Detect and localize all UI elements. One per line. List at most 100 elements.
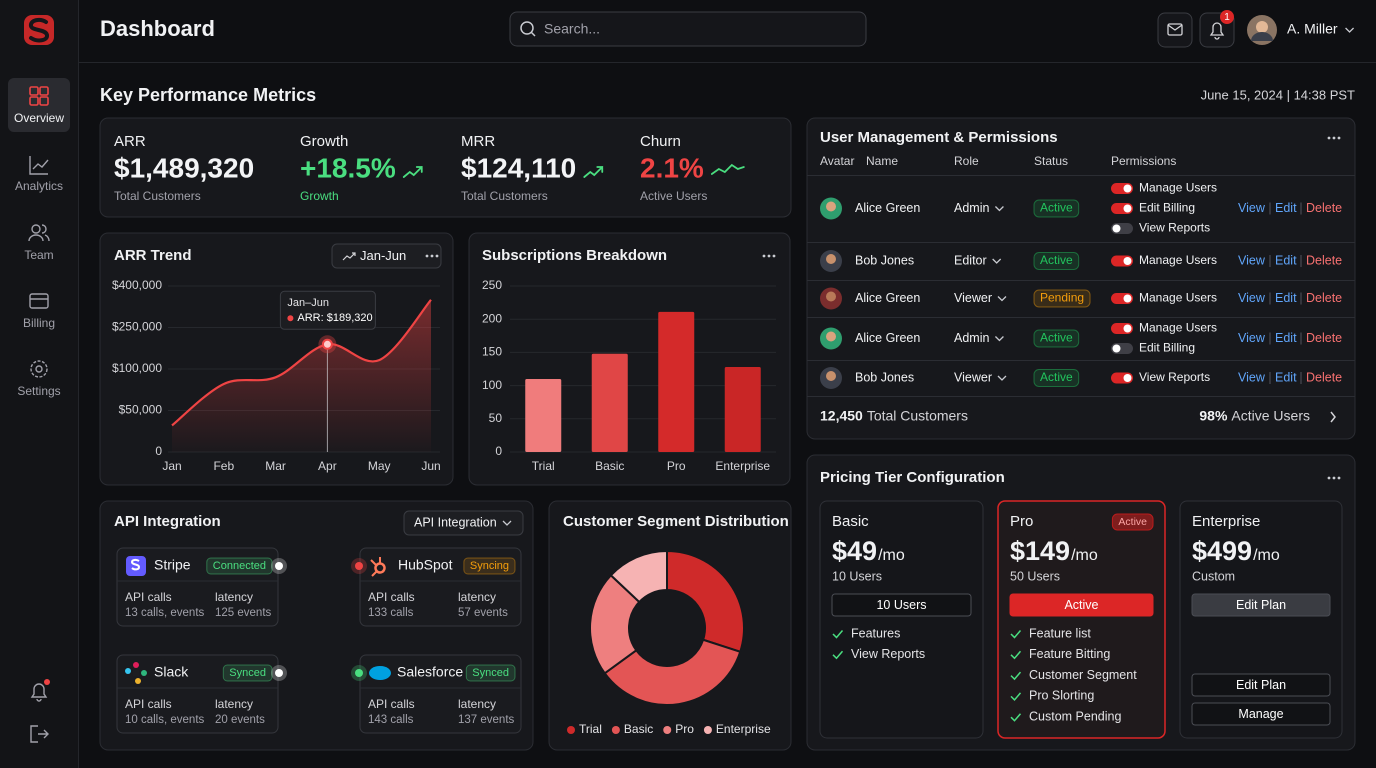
chevron bbox=[997, 375, 1007, 381]
donut-segment bbox=[666, 549, 745, 654]
calls-label: API calls bbox=[125, 697, 172, 711]
menu-dot[interactable] bbox=[1327, 136, 1331, 140]
user-name[interactable]: A. Miller bbox=[1287, 21, 1338, 37]
search-placeholder: Search... bbox=[544, 21, 600, 37]
sidebar-bell[interactable] bbox=[30, 683, 48, 702]
menu-dot[interactable] bbox=[762, 254, 766, 258]
tier-button[interactable] bbox=[1191, 702, 1331, 726]
row-action[interactable]: View bbox=[1238, 331, 1266, 345]
user-role[interactable]: Admin bbox=[954, 331, 989, 345]
tier-button[interactable] bbox=[1191, 673, 1331, 697]
tooltip-dot bbox=[287, 315, 294, 322]
y-tick-label: 100 bbox=[482, 378, 502, 392]
menu-dot[interactable] bbox=[1337, 476, 1341, 480]
range-button[interactable] bbox=[331, 243, 442, 269]
tier-button[interactable] bbox=[1009, 593, 1154, 617]
row-action[interactable]: View bbox=[1238, 201, 1266, 215]
user-role[interactable]: Viewer bbox=[954, 370, 992, 384]
integration-node[interactable] bbox=[359, 654, 522, 734]
integration-logo bbox=[133, 670, 139, 676]
nav-label[interactable]: Overview bbox=[14, 111, 64, 125]
tier-unit: /mo bbox=[1071, 547, 1098, 564]
row-action[interactable]: Edit bbox=[1275, 291, 1297, 305]
status-pill bbox=[1033, 329, 1080, 348]
metric-sub: Total Customers bbox=[461, 189, 548, 203]
users-card bbox=[806, 117, 1356, 440]
row-action[interactable]: View bbox=[1238, 291, 1266, 305]
row-action[interactable]: Delete bbox=[1306, 291, 1342, 305]
user-role[interactable]: Viewer bbox=[954, 291, 992, 305]
user-role[interactable]: Admin bbox=[954, 201, 989, 215]
search-box[interactable] bbox=[509, 11, 867, 47]
menu-dot[interactable] bbox=[1332, 476, 1336, 480]
nav-label[interactable]: Billing bbox=[23, 316, 55, 330]
user-name: Bob Jones bbox=[855, 253, 914, 267]
row-action[interactable]: Delete bbox=[1306, 370, 1342, 384]
menu-dot[interactable] bbox=[1337, 136, 1341, 140]
api-selector[interactable] bbox=[403, 510, 524, 536]
card-title: API Integration bbox=[114, 513, 221, 530]
metric-value: $124,110 bbox=[461, 152, 576, 183]
segment-card bbox=[548, 500, 792, 751]
search-icon bbox=[530, 31, 536, 37]
integration-node[interactable] bbox=[116, 654, 279, 734]
x-tick-label: Enterprise bbox=[715, 459, 770, 473]
user-name: Alice Green bbox=[855, 331, 920, 345]
tier-button-label: Manage bbox=[1238, 707, 1283, 721]
menu-dot[interactable] bbox=[1327, 476, 1331, 480]
permission-label: Manage Users bbox=[1139, 181, 1217, 195]
menu-dot[interactable] bbox=[767, 254, 771, 258]
card-title: Pricing Tier Configuration bbox=[820, 469, 1005, 486]
nav-label[interactable]: Analytics bbox=[15, 179, 63, 193]
y-tick-label: 200 bbox=[482, 311, 502, 325]
row-action[interactable]: Edit bbox=[1275, 253, 1297, 267]
tooltip bbox=[279, 290, 376, 330]
row-action[interactable]: Edit bbox=[1275, 370, 1297, 384]
row-action[interactable]: View bbox=[1238, 253, 1266, 267]
menu-dot[interactable] bbox=[772, 254, 776, 258]
logo[interactable] bbox=[24, 15, 54, 45]
logout-icon[interactable] bbox=[30, 725, 49, 743]
chevron bbox=[994, 336, 1004, 342]
row-action[interactable]: Edit bbox=[1275, 201, 1297, 215]
user-role[interactable]: Editor bbox=[954, 253, 987, 267]
x-tick-label: May bbox=[368, 459, 391, 473]
status-pill bbox=[1033, 199, 1080, 218]
avatar-face bbox=[826, 291, 836, 302]
toggle-knob bbox=[1123, 324, 1132, 333]
footer-chevron[interactable] bbox=[1330, 411, 1336, 423]
menu-dot[interactable] bbox=[435, 254, 439, 258]
sidebar-bell-dot bbox=[44, 679, 50, 685]
metric-sub: Total Customers bbox=[114, 189, 201, 203]
menu-dot[interactable] bbox=[430, 254, 434, 258]
nav-label[interactable]: Team bbox=[24, 248, 53, 262]
user-name: Alice Green bbox=[855, 201, 920, 215]
check-icon bbox=[1010, 713, 1022, 722]
metric-label: Churn bbox=[640, 133, 681, 150]
tier-feature: Feature Bitting bbox=[1029, 647, 1110, 661]
row-action[interactable]: Delete bbox=[1306, 331, 1342, 345]
row-action[interactable]: Delete bbox=[1306, 253, 1342, 267]
menu-dot[interactable] bbox=[1332, 136, 1336, 140]
menu-dot[interactable] bbox=[425, 254, 429, 258]
tier-badge: Active bbox=[1118, 516, 1147, 528]
tier-button-label: Active bbox=[1064, 598, 1098, 612]
integration-node[interactable] bbox=[116, 547, 279, 627]
row-action[interactable]: Delete bbox=[1306, 201, 1342, 215]
integration-node[interactable] bbox=[359, 547, 522, 627]
latency-value: 57 events bbox=[458, 607, 508, 619]
status-pill bbox=[222, 664, 273, 682]
tier-unit: /mo bbox=[1253, 547, 1280, 564]
tier-button[interactable] bbox=[831, 593, 972, 617]
y-tick-label: 150 bbox=[482, 345, 502, 359]
integration-status: Syncing bbox=[470, 560, 509, 572]
nav-icon bbox=[39, 86, 49, 96]
toggle-knob bbox=[1123, 204, 1132, 213]
legend-swatch bbox=[611, 726, 620, 734]
row-action[interactable]: View bbox=[1238, 370, 1266, 384]
row-action[interactable]: Edit bbox=[1275, 331, 1297, 345]
check-icon bbox=[1010, 692, 1022, 702]
tier-button[interactable] bbox=[1191, 593, 1331, 617]
nav-label[interactable]: Settings bbox=[17, 384, 60, 398]
